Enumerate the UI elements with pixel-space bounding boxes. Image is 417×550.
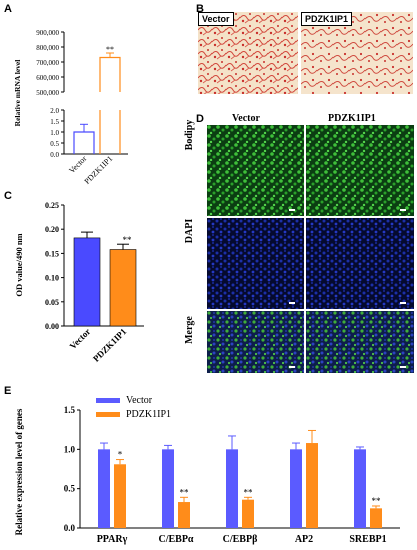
- bar: [306, 443, 318, 528]
- significance-label: **: [180, 487, 190, 497]
- panel-b-pdzk1ip1-label: PDZK1IP1: [301, 12, 353, 26]
- significance-label: **: [372, 496, 382, 506]
- significance-label: **: [123, 235, 133, 245]
- y-tick-label: 0.20: [45, 225, 59, 234]
- y-tick-label: 1.5: [64, 405, 76, 415]
- bodipy-vector-image: [207, 125, 304, 216]
- significance-label: **: [106, 45, 114, 54]
- scale-bar: [400, 366, 406, 368]
- scale-bar: [400, 302, 406, 304]
- scale-bar: [289, 209, 295, 211]
- legend-label: PDZK1IP1: [126, 409, 171, 420]
- y-tick-label: 0.10: [45, 274, 59, 283]
- bar: [73, 237, 101, 327]
- panel-b-pdzk1ip1-image: PDZK1IP1: [301, 12, 413, 94]
- bar: [178, 502, 190, 528]
- y-tick-label: 500,000: [36, 89, 59, 97]
- panel-e-letter: E: [4, 385, 12, 397]
- y-tick-label: 0.0: [64, 523, 76, 533]
- y-tick-label: 0.0: [50, 151, 59, 159]
- bodipy-pdzk1ip1-image: [306, 125, 414, 216]
- y-tick-label: 1.0: [50, 129, 59, 137]
- panel-b-letter: B: [196, 3, 204, 15]
- x-tick-label: Vector: [67, 154, 88, 175]
- scale-bar: [289, 302, 295, 304]
- y-tick-label: 0.5: [50, 140, 59, 148]
- panel-d-row-bodipy: Bodipy: [184, 119, 195, 151]
- bar: [109, 249, 137, 327]
- y-tick-label: 700,000: [36, 59, 59, 67]
- bar: [73, 131, 95, 154]
- bar: [99, 56, 121, 92]
- y-axis-title: Relative mRNA level: [13, 60, 22, 127]
- dapi-pdzk1ip1-image: [306, 218, 414, 309]
- y-tick-label: 1.0: [64, 444, 76, 454]
- y-axis-title: Relative expression level of genes: [14, 408, 24, 535]
- panel-d-row-dapi: DAPI: [184, 218, 195, 244]
- bar: [290, 449, 302, 528]
- y-tick-label: 1.5: [50, 118, 59, 126]
- y-tick-label: 2.0: [50, 107, 59, 115]
- scale-bar: [289, 366, 295, 368]
- significance-label: **: [244, 487, 254, 497]
- panel-d-row-merge: Merge: [184, 316, 195, 344]
- bar: [162, 449, 174, 528]
- y-axis-title: OD value/490 nm: [14, 233, 24, 296]
- x-tick-label: SREBP1: [349, 534, 386, 545]
- panel-d-col-pdzk1ip1: PDZK1IP1: [328, 113, 376, 124]
- merge-vector-image: [207, 311, 304, 373]
- x-tick-label: PDZK1IP1: [83, 154, 115, 186]
- panel-a-letter: A: [4, 3, 12, 15]
- x-tick-label: PPARγ: [97, 534, 128, 545]
- panel-b-vector-image: Vector: [198, 12, 298, 94]
- legend-swatch: [96, 398, 120, 403]
- x-tick-label: AP2: [295, 534, 313, 545]
- bar: [98, 449, 110, 528]
- y-tick-label: 800,000: [36, 44, 59, 52]
- y-tick-label: 0.25: [45, 201, 59, 210]
- x-tick-label: Vector: [68, 326, 93, 351]
- bar: [226, 449, 238, 528]
- bar: [114, 464, 126, 528]
- y-tick-label: 0.00: [45, 322, 59, 331]
- legend-swatch: [96, 412, 120, 417]
- legend-label: Vector: [126, 395, 153, 406]
- y-tick-label: 600,000: [36, 74, 59, 82]
- y-tick-label: 900,000: [36, 29, 59, 37]
- bar: [354, 449, 366, 528]
- panel-d-col-vector: Vector: [232, 113, 260, 124]
- panel-c-chart: 0.00 0.05 0.10 0.15 0.20 0.25 Vector ** PDZK1IP1…: [14, 201, 144, 364]
- y-tick-label: 0.5: [64, 484, 76, 494]
- y-tick-label: 0.15: [45, 249, 59, 258]
- scale-bar: [400, 209, 406, 211]
- panel-e-chart: 0.0 0.5 1.0 1.5 * PPARγ ** C/EBPα ** C/EBPβ AP2 ** S…: [14, 395, 400, 545]
- x-tick-label: C/EBPβ: [223, 534, 258, 545]
- panel-d-letter: D: [196, 113, 204, 125]
- significance-label: *: [118, 450, 123, 460]
- panel-b-vector-label: Vector: [198, 12, 234, 26]
- bar: [242, 499, 254, 528]
- dapi-vector-image: [207, 218, 304, 309]
- y-tick-label: 0.05: [45, 298, 59, 307]
- bar: [370, 508, 382, 528]
- x-tick-label: C/EBPα: [158, 534, 193, 545]
- panel-a-chart: 0.0 0.5 1.0 1.5 2.0 500,000 600,000 700,000 800,…: [13, 29, 128, 186]
- x-tick-label: PDZK1IP1: [91, 326, 129, 364]
- merge-pdzk1ip1-image: [306, 311, 414, 373]
- panel-c-letter: C: [4, 190, 12, 202]
